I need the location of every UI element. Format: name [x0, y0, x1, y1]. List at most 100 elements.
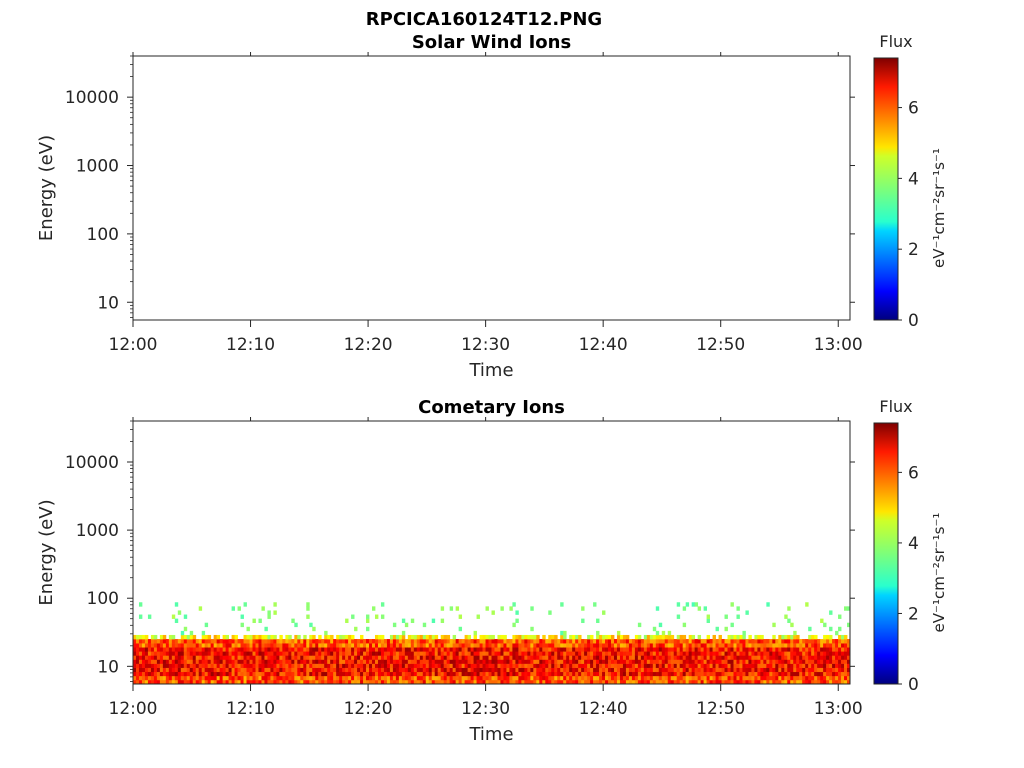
flux-cell — [446, 671, 451, 677]
flux-cell — [838, 663, 842, 668]
flux-cell — [736, 634, 740, 640]
flux-cell — [479, 671, 483, 677]
flux-cell — [318, 675, 322, 681]
flux-cell — [231, 647, 235, 652]
flux-cell — [437, 675, 442, 681]
flux-cell — [772, 667, 776, 673]
flux-cell — [162, 659, 167, 664]
flux-cell — [443, 679, 448, 685]
flux-cell — [700, 651, 705, 656]
flux-cell — [159, 634, 164, 640]
flux-cell — [748, 667, 752, 673]
flux-cell — [817, 651, 821, 656]
flux-cell — [763, 667, 767, 673]
flux-cell — [587, 639, 591, 644]
flux-cell — [452, 667, 457, 673]
flux-cell — [416, 663, 421, 668]
flux-cell — [518, 655, 522, 660]
flux-cell — [832, 671, 836, 677]
flux-cell — [694, 675, 699, 681]
flux-cell — [237, 663, 241, 668]
flux-cell — [360, 647, 364, 652]
flux-cell — [461, 671, 466, 677]
flux-cell — [557, 647, 561, 652]
flux-cell — [294, 671, 298, 677]
flux-cell — [231, 634, 235, 640]
flux-cell — [273, 639, 277, 644]
flux-cell — [724, 663, 728, 668]
flux-cell — [560, 655, 564, 660]
flux-cell — [473, 639, 477, 644]
flux-cell — [587, 667, 591, 673]
flux-cell — [363, 647, 367, 652]
flux-cell — [377, 634, 382, 640]
flux-cell — [467, 671, 471, 677]
flux-cell — [814, 643, 818, 648]
flux-cell — [497, 643, 501, 648]
flux-cell — [796, 663, 800, 668]
flux-cell — [246, 675, 250, 681]
flux-cell — [446, 663, 451, 668]
flux-cell — [177, 651, 182, 656]
flux-cell — [718, 671, 722, 677]
flux-cell — [342, 643, 346, 648]
flux-cell — [165, 655, 170, 660]
flux-cell — [829, 663, 833, 668]
flux-cell — [425, 679, 430, 685]
flux-cell — [593, 643, 597, 648]
flux-cell — [219, 659, 224, 664]
flux-cell — [422, 679, 427, 685]
flux-cell — [452, 671, 457, 677]
flux-cell — [787, 651, 791, 656]
flux-cell — [159, 663, 164, 668]
flux-cell — [249, 679, 253, 685]
flux-cell — [575, 663, 579, 668]
flux-cell — [688, 655, 693, 660]
flux-cell — [814, 679, 818, 685]
flux-cell — [488, 639, 492, 644]
flux-cell — [715, 667, 719, 673]
flux-cell — [811, 675, 815, 681]
flux-cell — [643, 659, 648, 664]
flux-cell — [315, 663, 319, 668]
flux-cell — [156, 671, 161, 677]
flux-cell — [694, 659, 699, 664]
flux-cell — [509, 651, 513, 656]
flux-cell — [243, 655, 247, 660]
flux-cell — [228, 643, 232, 648]
flux-cell — [754, 663, 758, 668]
flux-cell — [366, 655, 370, 660]
flux-cell — [431, 667, 436, 673]
flux-cell — [602, 679, 606, 685]
flux-cell — [730, 647, 734, 652]
flux-cell — [533, 643, 537, 648]
flux-cell — [805, 602, 809, 607]
flux-cell — [183, 651, 188, 656]
flux-cell — [386, 639, 391, 644]
flux-cell — [676, 667, 681, 673]
flux-cell — [667, 663, 672, 668]
flux-cell — [392, 643, 397, 648]
flux-cell — [345, 647, 349, 652]
flux-cell — [658, 647, 663, 652]
flux-cell — [488, 634, 492, 640]
colorbar-tick-label: 2 — [908, 240, 919, 260]
flux-cell — [395, 671, 400, 677]
flux-cell — [303, 659, 307, 664]
flux-cell — [784, 634, 788, 640]
flux-cell — [363, 651, 367, 656]
flux-cell — [327, 671, 331, 677]
flux-cell — [392, 659, 397, 664]
flux-cell — [144, 675, 149, 681]
flux-cell — [198, 643, 203, 648]
flux-cell — [267, 647, 271, 652]
flux-cell — [246, 643, 250, 648]
flux-cell — [784, 675, 788, 681]
flux-cell — [616, 643, 621, 648]
flux-cell — [138, 671, 143, 677]
flux-cell — [207, 647, 212, 652]
flux-cell — [210, 651, 215, 656]
flux-cell — [306, 606, 310, 611]
flux-cell — [515, 610, 519, 615]
flux-cell — [751, 663, 755, 668]
